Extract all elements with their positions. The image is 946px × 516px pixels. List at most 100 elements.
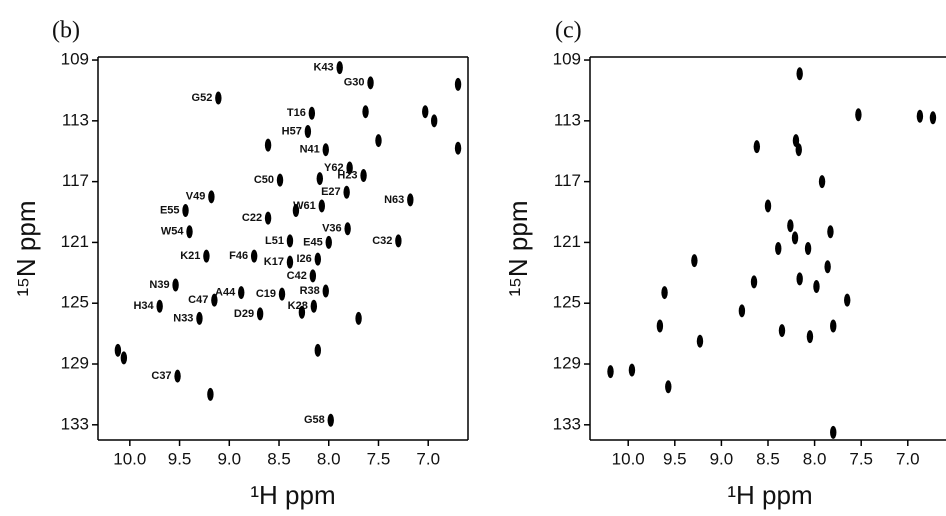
peak (304, 124, 312, 138)
peak (665, 380, 672, 394)
x-tick-label: 7.0 (416, 449, 440, 468)
x-tick-label: 7.0 (896, 449, 920, 468)
peak (310, 299, 318, 313)
x-tick-label: 9.0 (217, 449, 241, 468)
peak (750, 275, 758, 289)
peak (367, 76, 374, 90)
peak (796, 272, 803, 286)
peak-label: G30 (344, 77, 365, 89)
peak (264, 211, 272, 225)
peak (346, 161, 353, 175)
peak-label: H57 (282, 125, 302, 137)
peak (286, 234, 294, 248)
peak (775, 242, 782, 255)
peak-label: A44 (215, 286, 236, 298)
peak-label: C32 (372, 235, 392, 247)
x-tick-label: 10.0 (113, 449, 146, 468)
peak-label: R38 (300, 285, 320, 297)
peak (286, 255, 294, 269)
peak-label: C37 (151, 370, 171, 382)
peak (778, 324, 786, 338)
peak (314, 343, 322, 357)
y-tick-label: 117 (62, 171, 89, 190)
x-tick-label: 8.0 (317, 449, 341, 468)
peak-label: G58 (304, 414, 325, 426)
panel-label: (b) (52, 18, 80, 44)
peak-label: N33 (173, 312, 193, 324)
peak (186, 225, 193, 239)
peak-label: I26 (297, 253, 312, 265)
y-axis-label: ¹⁵N ppm (503, 200, 533, 296)
peak (172, 278, 179, 292)
y-tick-label: 113 (62, 110, 89, 129)
peak-label: F46 (229, 250, 248, 262)
peak (929, 111, 937, 125)
y-tick-label: 133 (61, 414, 89, 433)
peak-label: C50 (254, 174, 274, 186)
y-tick-label: 109 (553, 50, 581, 69)
peak (215, 91, 222, 105)
peak (691, 254, 698, 268)
peak (344, 222, 351, 236)
peak (325, 235, 332, 249)
peak-label: C19 (256, 288, 276, 300)
peak (916, 109, 924, 123)
x-tick-label: 8.5 (756, 449, 780, 468)
y-tick-label: 133 (553, 414, 581, 433)
x-tick-label: 10.0 (612, 449, 645, 468)
peak-label: N41 (300, 144, 320, 156)
peak (174, 369, 181, 383)
peak-label: K21 (180, 250, 200, 262)
peak (430, 114, 438, 128)
peak-label: Y62 (324, 162, 344, 174)
peak (360, 169, 367, 183)
peak (203, 249, 210, 263)
peak (792, 134, 800, 148)
y-tick-label: 125 (553, 293, 581, 312)
y-tick-label: 121 (61, 232, 89, 251)
peak (407, 193, 414, 207)
peak-label: K17 (264, 256, 284, 268)
peak (208, 190, 215, 204)
peak (211, 293, 218, 307)
peak-label: D29 (234, 308, 254, 320)
peak (661, 286, 668, 300)
peak-label: E27 (321, 186, 341, 198)
peak (264, 138, 272, 152)
peak (314, 252, 322, 266)
peak (607, 365, 614, 379)
peak (844, 293, 851, 307)
peak-label: C22 (242, 212, 262, 224)
peak (355, 311, 362, 325)
peak (818, 175, 826, 189)
peak (806, 330, 814, 344)
peak-label: H34 (133, 300, 154, 312)
peak (278, 287, 286, 301)
peak (276, 173, 284, 187)
peak-label: V36 (322, 223, 342, 235)
peak (656, 319, 664, 333)
x-tick-label: 8.5 (267, 449, 291, 468)
x-tick-label: 7.5 (849, 449, 873, 468)
y-axis-label: ¹⁵N ppm (11, 200, 41, 296)
panel-label: (c) (555, 18, 582, 44)
peak (362, 105, 369, 119)
x-tick-label: 9.5 (168, 449, 192, 468)
peak (796, 67, 803, 81)
peak (787, 219, 794, 233)
peak-label: N39 (149, 279, 169, 291)
peak (238, 286, 245, 300)
peak (804, 242, 812, 255)
peak-label: L51 (265, 235, 284, 247)
y-tick-label: 113 (554, 110, 581, 129)
peak (327, 413, 334, 427)
peak (422, 105, 429, 119)
peak (824, 260, 831, 274)
peak (628, 363, 636, 377)
peak (454, 141, 462, 155)
peak (830, 425, 837, 439)
peak (764, 199, 772, 213)
peak-label: T16 (287, 107, 306, 119)
x-tick-label: 8.0 (803, 449, 827, 468)
